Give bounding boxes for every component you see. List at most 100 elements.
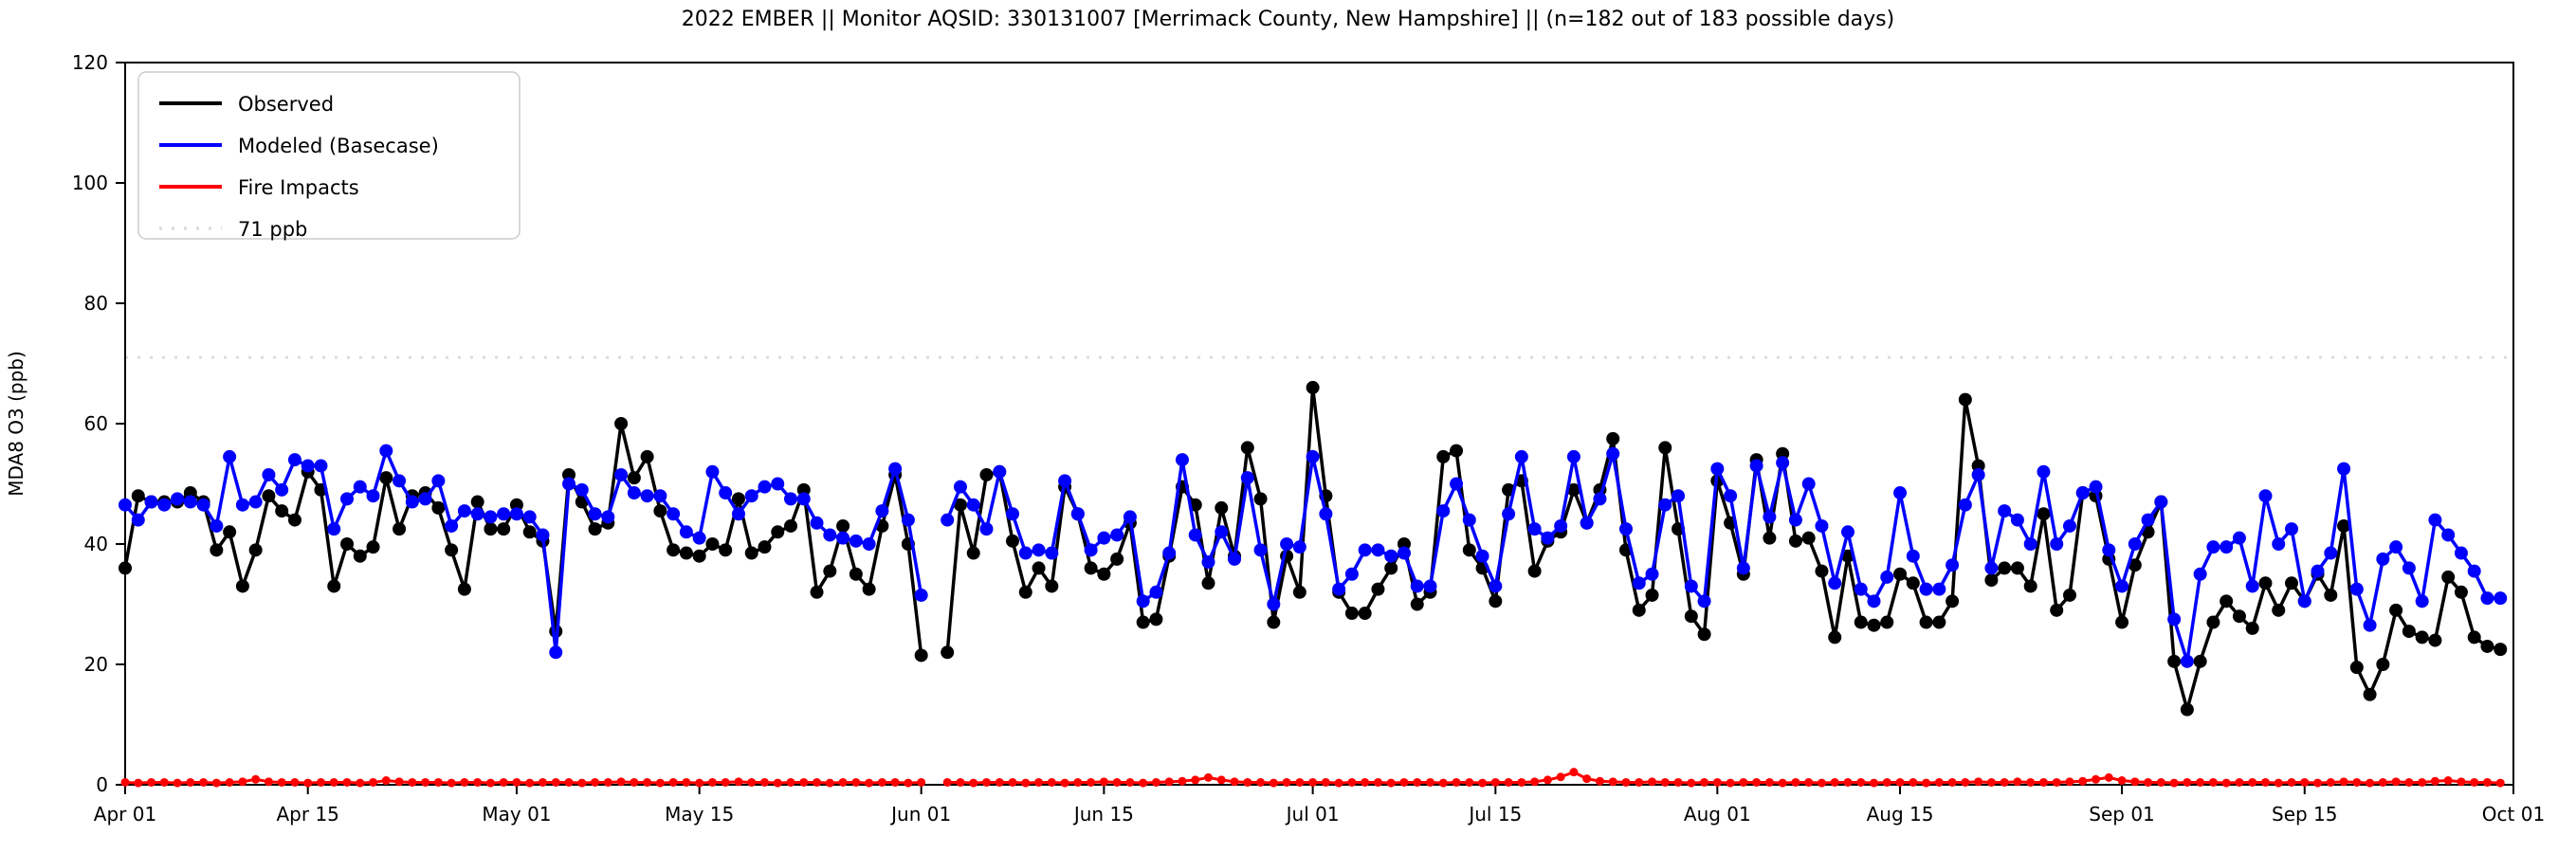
series-marker-fire-impacts [877, 777, 886, 787]
series-marker-fire-impacts [1164, 777, 1174, 787]
series-marker-observed [627, 471, 641, 485]
series-marker-observed [1880, 615, 1894, 629]
series-marker-observed [327, 579, 341, 593]
series-marker-fire-impacts [1047, 777, 1056, 787]
series-marker-modeled-basecase- [914, 588, 928, 602]
series-marker-fire-impacts [643, 777, 652, 787]
series-marker-observed [1919, 615, 1933, 629]
series-marker-fire-impacts [433, 777, 443, 787]
series-marker-modeled-basecase- [393, 474, 407, 488]
series-marker-modeled-basecase- [705, 464, 720, 479]
series-marker-modeled-basecase- [2441, 528, 2456, 542]
series-marker-fire-impacts [2013, 777, 2022, 787]
series-marker-fire-impacts [904, 778, 913, 788]
series-marker-fire-impacts [120, 777, 130, 787]
series-marker-fire-impacts [1125, 777, 1135, 787]
series-marker-fire-impacts [134, 778, 143, 788]
series-marker-fire-impacts [2404, 777, 2414, 787]
series-marker-observed [131, 489, 145, 503]
series-marker-fire-impacts [2274, 778, 2283, 788]
series-marker-fire-impacts [512, 777, 521, 787]
series-marker-modeled-basecase- [248, 495, 263, 509]
series-marker-fire-impacts [159, 777, 169, 787]
series-marker-fire-impacts [1660, 777, 1670, 787]
series-marker-fire-impacts [956, 777, 965, 787]
series-marker-observed [1645, 588, 1659, 602]
series-marker-modeled-basecase- [144, 495, 158, 509]
series-marker-fire-impacts [1621, 777, 1631, 787]
series-marker-fire-impacts [591, 777, 600, 787]
series-marker-observed [2193, 654, 2207, 668]
series-marker-fire-impacts [2470, 777, 2479, 787]
series-marker-fire-impacts [616, 777, 626, 787]
series-marker-fire-impacts [447, 778, 456, 788]
series-marker-fire-impacts [2260, 777, 2270, 787]
series-marker-fire-impacts [2221, 778, 2231, 788]
series-marker-modeled-basecase- [1228, 552, 1242, 566]
series-marker-observed [1763, 531, 1777, 545]
series-marker-modeled-basecase- [1240, 471, 1254, 485]
series-marker-modeled-basecase- [1736, 561, 1750, 575]
series-marker-modeled-basecase- [549, 645, 563, 660]
series-marker-observed [2349, 661, 2364, 675]
series-marker-observed [1240, 441, 1254, 455]
series-marker-fire-impacts [577, 778, 587, 788]
series-marker-observed [588, 522, 602, 536]
x-tick-label: Aug 01 [1684, 803, 1751, 826]
series-marker-modeled-basecase- [1527, 522, 1542, 536]
series-marker-fire-impacts [277, 777, 286, 787]
series-marker-modeled-basecase- [941, 513, 955, 527]
series-marker-modeled-basecase- [1867, 594, 1881, 608]
series-marker-modeled-basecase- [379, 444, 393, 458]
series-marker-modeled-basecase- [497, 507, 511, 521]
series-marker-observed [119, 561, 132, 575]
series-line-modeled-basecase- [123, 448, 923, 655]
series-marker-fire-impacts [408, 777, 417, 787]
series-marker-modeled-basecase- [1502, 507, 1516, 521]
series-marker-modeled-basecase- [1724, 489, 1738, 503]
series-marker-observed [497, 522, 511, 536]
series-marker-fire-impacts [1386, 778, 1396, 788]
series-line-observed [945, 386, 2501, 712]
series-marker-observed [1032, 561, 1046, 575]
chart-title: 2022 EMBER || Monitor AQSID: 330131007 [… [681, 8, 1895, 31]
series-marker-observed [849, 567, 863, 581]
series-marker-observed [2272, 603, 2286, 617]
series-marker-modeled-basecase- [1946, 558, 1960, 572]
series-marker-observed [705, 537, 720, 551]
series-marker-observed [366, 540, 380, 554]
series-marker-modeled-basecase- [875, 504, 889, 518]
series-marker-observed [1815, 564, 1829, 578]
series-marker-observed [2324, 588, 2338, 602]
series-marker-modeled-basecase- [1084, 543, 1098, 557]
series-marker-fire-impacts [603, 777, 612, 787]
series-marker-observed [2010, 561, 2024, 575]
series-marker-modeled-basecase- [119, 498, 132, 512]
series-marker-observed [1136, 615, 1150, 629]
legend-label-observed: Observed [238, 93, 334, 116]
series-marker-observed [2337, 518, 2351, 533]
series-marker-observed [1149, 612, 1163, 626]
series-marker-modeled-basecase- [1058, 474, 1072, 488]
series-marker-observed [2258, 576, 2273, 590]
series-marker-observed [1462, 543, 1476, 557]
series-marker-fire-impacts [1230, 777, 1239, 787]
series-marker-modeled-basecase- [966, 498, 980, 512]
series-marker-modeled-basecase- [1006, 507, 1020, 521]
series-marker-observed [1450, 444, 1464, 458]
y-tick-label: 120 [72, 51, 108, 74]
series-marker-fire-impacts [1804, 777, 1814, 787]
series-marker-modeled-basecase- [993, 464, 1007, 479]
series-marker-observed [210, 543, 224, 557]
series-marker-modeled-basecase- [771, 477, 785, 491]
series-marker-fire-impacts [1216, 775, 1226, 785]
series-marker-modeled-basecase- [1893, 486, 1908, 500]
series-marker-modeled-basecase- [366, 489, 380, 503]
series-marker-modeled-basecase- [1123, 510, 1137, 524]
series-marker-modeled-basecase- [353, 480, 367, 494]
series-marker-modeled-basecase- [1423, 579, 1437, 593]
series-marker-modeled-basecase- [1710, 462, 1725, 476]
series-marker-fire-impacts [1895, 777, 1905, 787]
series-marker-modeled-basecase- [196, 498, 210, 512]
series-marker-observed [2050, 603, 2064, 617]
